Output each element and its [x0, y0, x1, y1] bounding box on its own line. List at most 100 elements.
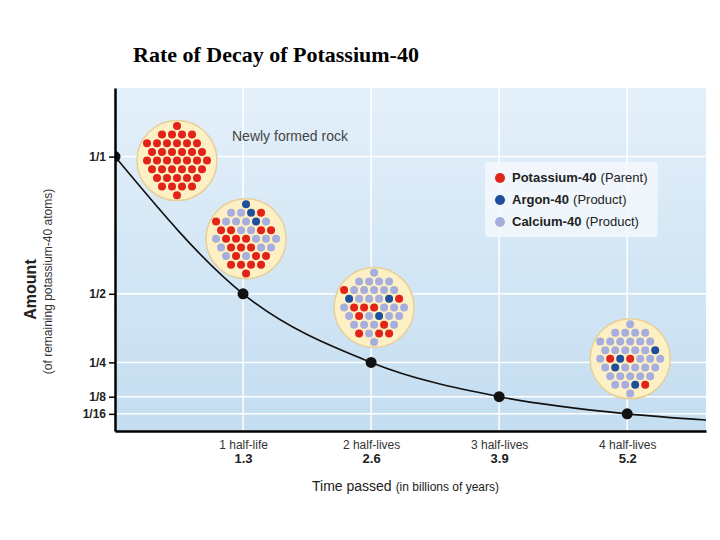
plot-area — [115, 151, 706, 420]
atom-dot — [360, 321, 368, 329]
atom-dot — [173, 174, 181, 182]
atom-dot — [631, 364, 639, 372]
atom-dot — [631, 329, 639, 337]
legend-item: Potassium-40(Parent) — [495, 170, 648, 185]
x-tick-label: 1.3 — [235, 451, 253, 466]
atom-dot — [611, 381, 619, 389]
atom-dot — [217, 226, 225, 234]
atom-dot — [370, 321, 378, 329]
atom-dot — [631, 381, 639, 389]
atom-dot — [272, 235, 280, 243]
atom-dot — [242, 235, 250, 243]
atom-dot — [596, 338, 604, 346]
atom-dot — [601, 346, 609, 354]
atom-dot — [188, 165, 196, 173]
atom-dot — [212, 235, 220, 243]
atom-dot — [178, 165, 186, 173]
atom-dot — [375, 295, 383, 303]
legend-item: Argon-40(Product) — [495, 192, 627, 207]
atom-dot — [611, 329, 619, 337]
atom-dot — [262, 217, 270, 225]
atom-dot — [606, 338, 614, 346]
atom-dot — [360, 303, 368, 311]
atom-dot — [237, 261, 245, 269]
atom-dot — [168, 148, 176, 156]
atom-dot — [641, 346, 649, 354]
atom-dot — [257, 261, 265, 269]
plot-background — [115, 88, 706, 431]
legend-swatch — [495, 217, 505, 227]
atom-dot — [163, 139, 171, 147]
x-tick-label: 5.2 — [619, 451, 637, 466]
atom-dot — [183, 174, 191, 182]
atom-dot — [143, 157, 151, 165]
y-axis-subtitle: (of remaining potassium-40 atoms) — [41, 189, 55, 374]
atom-dot — [626, 320, 634, 328]
y-tick: 1/1 — [89, 150, 115, 164]
legend-swatch — [495, 195, 505, 205]
x-tick-sublabel: 1 half-life — [219, 438, 268, 452]
atom-dot — [237, 243, 245, 251]
y-tick: 1/2 — [89, 287, 115, 301]
atom-dot — [153, 174, 161, 182]
atom-dot — [168, 183, 176, 191]
x-tick-label: 3.9 — [491, 451, 509, 466]
atom-dot — [345, 312, 353, 320]
y-tick-label: 1/1 — [89, 150, 106, 164]
atom-dot — [370, 338, 378, 346]
atom-dot — [237, 226, 245, 234]
atom-dot — [168, 165, 176, 173]
y-tick-mark — [109, 362, 115, 364]
atom-dot — [370, 303, 378, 311]
atom-dot — [390, 321, 398, 329]
atom-dot — [596, 355, 604, 363]
legend-label: Potassium-40(Parent) — [512, 170, 648, 185]
atom-dot — [390, 303, 398, 311]
atom-dot — [626, 355, 634, 363]
atom-dot — [646, 355, 654, 363]
atom-dot — [232, 235, 240, 243]
legend-label: Argon-40(Product) — [512, 192, 627, 207]
atom-dot — [636, 372, 644, 380]
y-tick-mark — [109, 396, 115, 398]
atom-dot — [188, 148, 196, 156]
atom-dot — [237, 209, 245, 217]
chart: Rate of Decay of Potassium-401/11/21/41/… — [0, 0, 720, 540]
atom-dot — [143, 139, 151, 147]
rock-label: Newly formed rock — [232, 128, 349, 144]
atom-dot — [242, 252, 250, 260]
atom-dot — [360, 286, 368, 294]
x-axis-title-note: (in billions of years) — [396, 480, 499, 494]
x-tick-sublabel: 2 half-lives — [343, 438, 400, 452]
x-tick: 5.24 half-lives — [599, 431, 656, 466]
y-axis-title: Amount — [22, 259, 39, 320]
atom-dot — [606, 372, 614, 380]
atom-dot — [193, 174, 201, 182]
atom-dot — [242, 200, 250, 208]
atom-dot — [153, 139, 161, 147]
atom-dot — [198, 148, 206, 156]
atom-dot — [626, 338, 634, 346]
atom-dot — [395, 295, 403, 303]
atom-dot — [385, 295, 393, 303]
x-tick-label: 2.6 — [363, 451, 381, 466]
atom-dot — [385, 312, 393, 320]
atom-dot — [616, 355, 624, 363]
atom-dot — [375, 329, 383, 337]
atom-dot — [355, 329, 363, 337]
atom-dot — [163, 174, 171, 182]
rock-samples — [137, 121, 670, 399]
atom-dot — [148, 148, 156, 156]
atom-dot — [370, 286, 378, 294]
data-point — [238, 288, 249, 299]
rock-body — [590, 319, 670, 399]
rock-sample — [206, 199, 286, 279]
atom-dot — [183, 139, 191, 147]
legend-background — [485, 162, 658, 237]
atom-dot — [222, 217, 230, 225]
atom-dot — [222, 252, 230, 260]
atom-dot — [178, 148, 186, 156]
atom-dot — [193, 139, 201, 147]
atom-dot — [262, 235, 270, 243]
legend-note: (Parent) — [601, 170, 648, 185]
